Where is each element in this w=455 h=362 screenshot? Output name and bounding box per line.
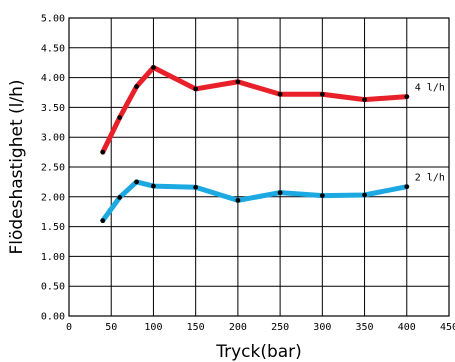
x-tick-label: 400 bbox=[398, 322, 416, 333]
y-tick-label: 2.00 bbox=[41, 192, 65, 203]
data-point bbox=[100, 149, 106, 155]
y-tick-label: 5.00 bbox=[41, 14, 65, 25]
data-point bbox=[193, 184, 199, 190]
data-point bbox=[151, 183, 156, 189]
series-labels: 4 l/h 2 l/h bbox=[415, 83, 445, 184]
series-lines bbox=[100, 64, 410, 224]
x-tick-label: 250 bbox=[271, 322, 289, 333]
x-tick-label: 200 bbox=[229, 322, 247, 333]
x-tick-labels: 0 50 100 150 200 250 300 350 400 450 bbox=[66, 322, 455, 333]
series-label: 2 l/h bbox=[415, 173, 445, 184]
x-tick-label: 150 bbox=[187, 322, 205, 333]
y-tick-label: 0.50 bbox=[41, 282, 65, 293]
y-tick-label: 3.50 bbox=[41, 103, 65, 114]
y-tick-label: 0.00 bbox=[41, 312, 65, 323]
data-point bbox=[277, 91, 283, 97]
x-tick-label: 350 bbox=[356, 322, 374, 333]
data-point bbox=[362, 192, 367, 198]
data-point bbox=[277, 190, 283, 196]
data-point bbox=[319, 91, 325, 97]
series-line-0 bbox=[100, 64, 410, 155]
data-point bbox=[362, 97, 367, 103]
series-line-1 bbox=[100, 179, 410, 224]
data-point bbox=[151, 65, 156, 70]
x-axis-label: Tryck(bar) bbox=[215, 342, 302, 362]
data-point bbox=[235, 197, 241, 203]
data-point bbox=[193, 86, 199, 92]
x-tick-label: 0 bbox=[66, 322, 72, 333]
data-point bbox=[134, 84, 139, 89]
data-point bbox=[235, 79, 241, 85]
data-point bbox=[404, 184, 410, 190]
plot-frame bbox=[68, 17, 450, 317]
data-point bbox=[117, 194, 123, 200]
y-tick-label: 1.00 bbox=[41, 252, 65, 263]
data-point bbox=[100, 218, 106, 224]
y-tick-label: 3.00 bbox=[41, 133, 65, 144]
y-axis-label: Flödeshastighet (l/h) bbox=[7, 79, 27, 254]
grid bbox=[68, 17, 450, 317]
x-tick-label: 100 bbox=[144, 322, 162, 333]
y-tick-label: 4.00 bbox=[41, 73, 65, 84]
y-tick-label: 2.50 bbox=[41, 163, 65, 174]
y-tick-label: 1.50 bbox=[41, 222, 65, 233]
data-point bbox=[404, 94, 410, 100]
data-point bbox=[117, 115, 123, 120]
data-point bbox=[319, 193, 325, 199]
x-tick-label: 300 bbox=[313, 322, 331, 333]
y-tick-labels: 0.00 0.50 1.00 1.50 2.00 2.50 3.00 3.50 4.00 4.50… bbox=[41, 14, 65, 323]
data-point bbox=[134, 179, 139, 185]
y-tick-label: 4.50 bbox=[41, 43, 65, 54]
series-label: 4 l/h bbox=[415, 83, 445, 94]
x-tick-label: 50 bbox=[105, 322, 117, 333]
x-tick-label: 450 bbox=[440, 322, 455, 333]
